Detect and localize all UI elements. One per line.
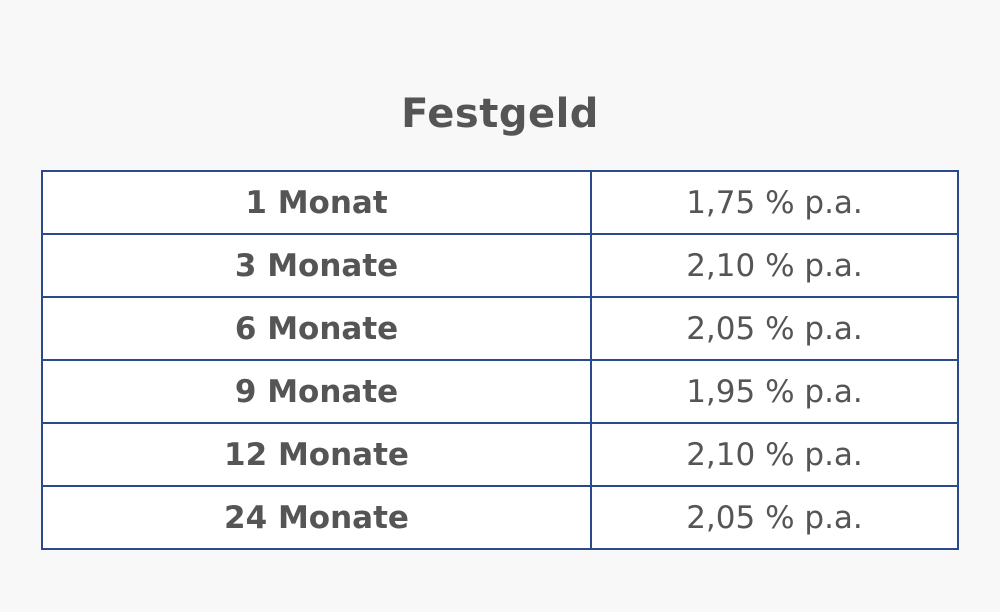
term-cell: 24 Monate [41, 485, 592, 550]
rate-cell: 2,05 % p.a. [590, 296, 959, 361]
table-row: 24 Monate 2,05 % p.a. [41, 485, 959, 550]
term-cell: 12 Monate [41, 422, 592, 487]
rate-cell: 2,10 % p.a. [590, 233, 959, 298]
term-cell: 3 Monate [41, 233, 592, 298]
rate-cell: 2,05 % p.a. [590, 485, 959, 550]
rate-cell: 1,95 % p.a. [590, 359, 959, 424]
term-cell: 9 Monate [41, 359, 592, 424]
table-row: 3 Monate 2,10 % p.a. [41, 233, 959, 298]
rate-cell: 1,75 % p.a. [590, 170, 959, 235]
table-row: 12 Monate 2,10 % p.a. [41, 422, 959, 487]
rate-cell: 2,10 % p.a. [590, 422, 959, 487]
table-row: 6 Monate 2,05 % p.a. [41, 296, 959, 361]
term-cell: 1 Monat [41, 170, 592, 235]
page-title: Festgeld [401, 91, 599, 137]
table-row: 9 Monate 1,95 % p.a. [41, 359, 959, 424]
table-row: 1 Monat 1,75 % p.a. [41, 170, 959, 235]
rates-table: 1 Monat 1,75 % p.a. 3 Monate 2,10 % p.a.… [41, 170, 959, 550]
term-cell: 6 Monate [41, 296, 592, 361]
rates-table-body: 1 Monat 1,75 % p.a. 3 Monate 2,10 % p.a.… [41, 170, 959, 550]
